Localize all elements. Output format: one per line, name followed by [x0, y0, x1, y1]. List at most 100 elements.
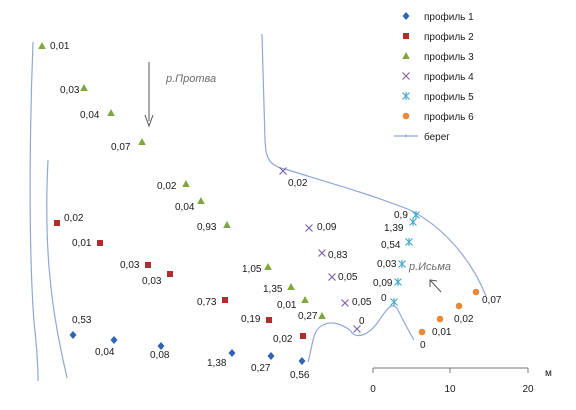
scale-bar: 0 10 20 м — [370, 367, 552, 395]
data-label: 0,07 — [482, 295, 502, 306]
data-point — [145, 262, 151, 268]
data-point — [138, 138, 146, 145]
data-label: 0,02 — [157, 181, 177, 192]
data-point — [300, 333, 306, 339]
data-label: 0,03 — [120, 260, 140, 271]
data-label: 0,53 — [72, 315, 92, 326]
data-label: 0,19 — [241, 314, 261, 325]
data-label: 0,07 — [111, 142, 131, 153]
data-point — [341, 299, 349, 307]
data-label: 0,02 — [288, 178, 308, 189]
shore-line — [307, 305, 415, 363]
data-label: 0,05 — [352, 297, 372, 308]
data-point — [167, 271, 173, 277]
data-point — [418, 328, 426, 336]
legend-label: берег — [424, 131, 450, 143]
data-point — [222, 297, 228, 303]
data-label: 0,08 — [150, 350, 170, 361]
data-label: 0,73 — [197, 297, 217, 308]
data-points — [38, 42, 480, 365]
data-label: 0,27 — [298, 311, 318, 322]
data-label: 1,39 — [384, 223, 404, 234]
legend-entry: профиль 5 — [402, 91, 474, 103]
data-label: 0,27 — [251, 363, 271, 374]
data-label: 0,05 — [338, 272, 358, 283]
legend-entry: профиль 2 — [403, 31, 474, 43]
data-point — [394, 278, 402, 286]
data-point — [390, 298, 398, 306]
isma-flow-arrow-shaft — [429, 279, 442, 293]
data-point — [318, 249, 326, 257]
legend-marker — [394, 134, 418, 138]
data-label: 0,04 — [95, 347, 115, 358]
data-point — [436, 315, 444, 323]
scale-unit-label: м — [545, 368, 552, 379]
legend-label: профиль 3 — [424, 51, 474, 63]
data-label: 0,9 — [394, 210, 408, 221]
data-point — [287, 283, 295, 290]
data-label: 1,38 — [207, 358, 227, 369]
data-label: 0,01 — [277, 300, 297, 311]
data-point — [405, 238, 413, 246]
data-label: 1,05 — [242, 264, 262, 275]
legend-entry: профиль 3 — [402, 51, 474, 63]
scale-tick-label: 10 — [444, 384, 456, 395]
data-labels: 0,530,04 0,081,38 0,270,560,020,010,030,03… — [50, 41, 502, 381]
legend-marker — [402, 92, 410, 100]
flow-arrows — [144, 62, 442, 293]
data-point — [69, 331, 77, 339]
data-label: 0,01 — [72, 238, 92, 249]
data-label: 0,03 — [142, 276, 162, 287]
data-label: 1,35 — [263, 284, 283, 295]
data-point — [264, 263, 272, 270]
data-point — [38, 42, 46, 49]
data-point — [267, 352, 275, 360]
data-label: 0,04 — [175, 202, 195, 213]
shore-line — [29, 41, 39, 381]
data-point — [197, 197, 205, 204]
data-label: 0,04 — [80, 110, 100, 121]
data-point — [110, 336, 118, 344]
data-point — [97, 240, 103, 246]
data-point — [455, 302, 463, 310]
data-point — [298, 357, 306, 365]
scale-tick-label: 0 — [370, 384, 376, 395]
data-point — [228, 349, 236, 357]
scale-tick-label: 20 — [522, 384, 534, 395]
data-point — [472, 288, 480, 296]
legend-entry: профиль 4 — [402, 71, 474, 83]
legend-marker — [402, 12, 410, 20]
legend-marker — [402, 112, 410, 120]
data-label: 0,09 — [317, 222, 337, 233]
legend-label: профиль 1 — [424, 11, 474, 23]
data-label: 0 — [420, 340, 426, 351]
data-label: 0,09 — [373, 278, 393, 289]
data-point — [412, 211, 420, 219]
protva-flow-arrow-head — [144, 114, 154, 128]
data-point — [409, 218, 417, 226]
river-protva-label: р.Протва — [165, 73, 216, 85]
legend-entry: берег — [394, 131, 450, 143]
data-label: 0,83 — [328, 250, 348, 261]
data-label: 0,56 — [290, 370, 310, 381]
data-label: 0 — [359, 316, 365, 327]
legend-label: профиль 2 — [424, 31, 474, 43]
data-point — [398, 260, 406, 268]
data-point — [266, 317, 272, 323]
data-point — [54, 220, 60, 226]
data-label: 0,01 — [50, 41, 70, 52]
data-point — [328, 273, 336, 281]
data-label: 0,93 — [197, 222, 217, 233]
legend-entry: профиль 1 — [402, 11, 474, 23]
shore-line — [46, 159, 68, 379]
data-point — [157, 342, 165, 350]
data-point — [353, 325, 361, 333]
shore-lines — [29, 33, 487, 381]
isma-flow-arrow-head — [429, 279, 438, 287]
data-point — [301, 296, 309, 303]
legend-marker — [403, 33, 409, 39]
data-label: 0,03 — [377, 259, 397, 270]
data-point — [80, 84, 88, 91]
legend-label: профиль 5 — [424, 91, 474, 103]
